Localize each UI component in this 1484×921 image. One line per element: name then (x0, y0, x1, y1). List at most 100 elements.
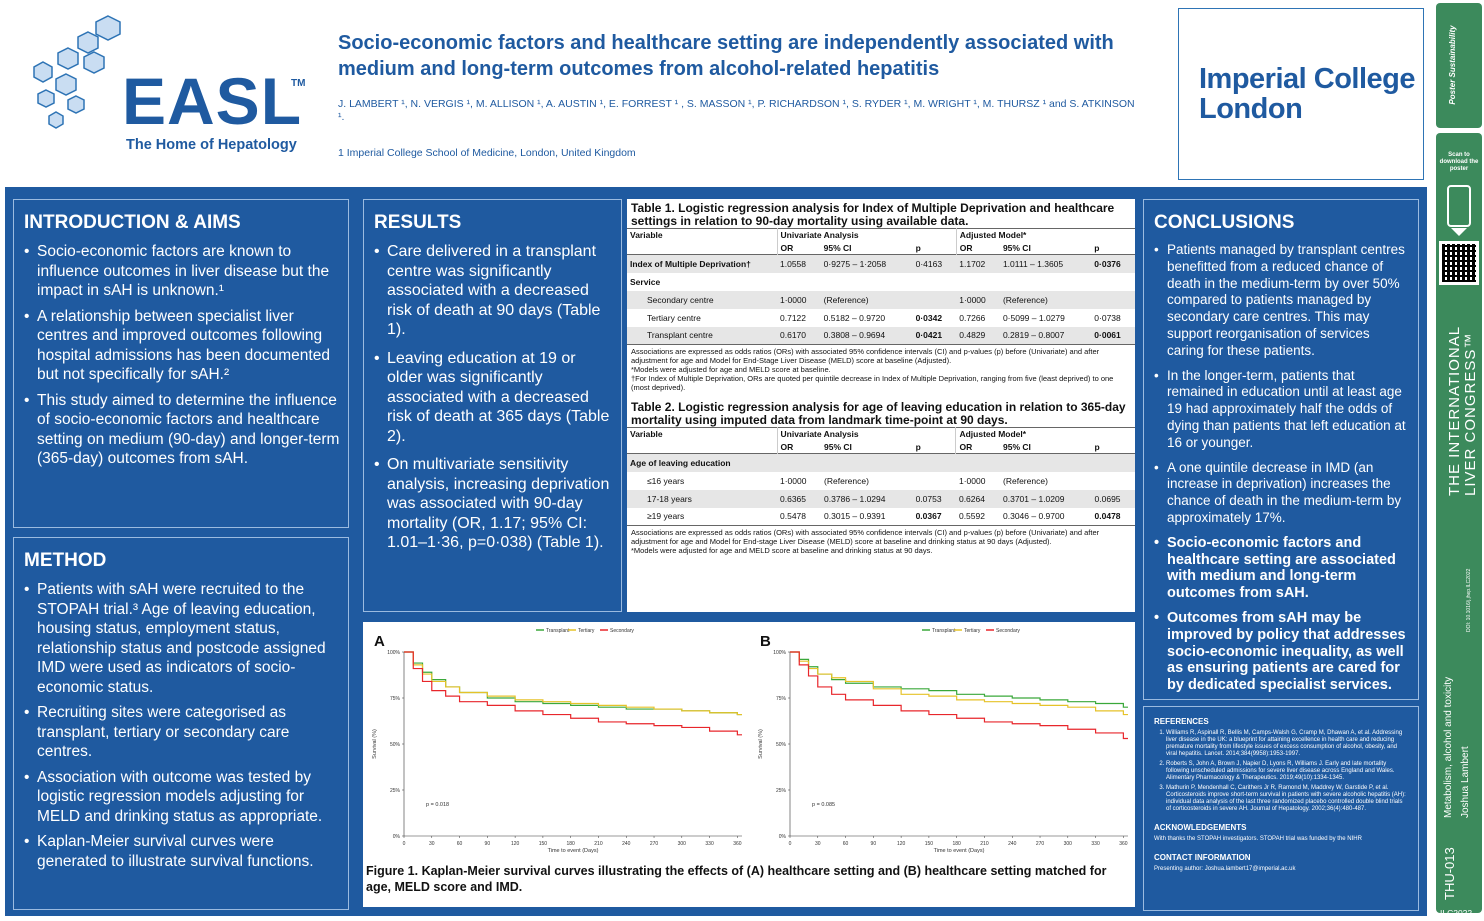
x-axis-label: Time to event (Days) (548, 848, 599, 854)
y-tick-label: 50% (776, 742, 787, 748)
table-cell (912, 290, 957, 309)
table2-header-or: OR (776, 440, 822, 454)
table-cell: 1.0111 – 1.3605 (999, 254, 1092, 273)
table-cell: 1·0000 (958, 475, 986, 486)
x-axis-label: Time to event (Days) (934, 848, 985, 854)
table-cell: Tertiary centre (647, 312, 701, 323)
easl-logo-text: EASL (122, 64, 303, 138)
table-cell: Index of Multiple Deprivation† (627, 254, 777, 273)
table-row: Tertiary centre 0.7122 0.5182 – 0.9720 0… (627, 309, 1135, 327)
table-cell: 0.3808 – 0.9694 (820, 326, 913, 345)
results-bullet: Leaving education at 19 or older was sig… (374, 349, 613, 447)
table-cell: 0.0753 (912, 489, 956, 508)
event-code: ILC2022 (1440, 908, 1473, 918)
conclusion-key-bullet: Outcomes from sAH may be improved by pol… (1154, 610, 1410, 694)
y-tick-label: 50% (390, 742, 401, 748)
table-cell (1091, 290, 1135, 309)
table-row: ≤16 years 1·0000 (Reference) 1·0000 (Ref… (627, 472, 1135, 490)
table1-header-variable: Variable (630, 230, 663, 241)
table1-header-univariate: Univariate Analysis (776, 228, 957, 242)
x-tick-label: 270 (1036, 841, 1045, 847)
x-tick-label: 330 (1091, 841, 1100, 847)
x-tick-label: 300 (1064, 841, 1073, 847)
acknowledgements-heading: ACKNOWLEDGEMENTS (1154, 823, 1247, 832)
logo-tagline: The Home of Hepatology (126, 137, 297, 153)
table-cell: 0.0478 (1094, 511, 1121, 522)
intro-bullet: This study aimed to determine the influe… (24, 391, 340, 469)
table-cell: 0.7266 (959, 312, 986, 323)
km-curve-secondary (790, 651, 1128, 740)
affiliation: 1 Imperial College School of Medicine, L… (338, 147, 636, 159)
x-tick-label: 300 (678, 841, 687, 847)
table-cell: 0.0695 (1091, 489, 1135, 508)
intro-bullet: Socio-economic factors are known to infl… (24, 242, 340, 301)
table-cell (913, 472, 956, 490)
y-axis-label: Survival (%) (758, 729, 764, 759)
x-tick-label: 150 (539, 841, 548, 847)
table2-caption: Table 2. Logistic regression analysis fo… (631, 400, 1126, 427)
table-row: ≥19 years 0.5478 0.3015 – 0.9391 0.0367 … (627, 508, 1135, 526)
table2-header-ci: 95% CI (1003, 441, 1031, 452)
table-section-label: Service (630, 276, 661, 287)
table1-header-adjusted: Adjusted Model* (955, 228, 1135, 242)
x-tick-label: 90 (485, 841, 491, 847)
km-curve-transplant (790, 651, 1128, 708)
qr-code[interactable] (1439, 241, 1479, 285)
y-tick-label: 100% (773, 650, 786, 656)
acknowledgements-text: With thanks the STOPAH investigators. ST… (1154, 836, 1362, 842)
table-row: Age of leaving education (627, 453, 1135, 472)
table-cell: Secondary centre (627, 290, 777, 309)
method-bullet: Kaplan-Meier survival curves were genera… (24, 832, 340, 871)
introduction-panel: INTRODUCTION & AIMS Socio-economic facto… (13, 199, 349, 528)
figure-panel (363, 622, 1135, 907)
legend-entry: Transplant (546, 628, 570, 634)
topic-category: Metabolism, alcohol and toxicity (1443, 676, 1454, 818)
x-tick-label: 240 (622, 841, 631, 847)
table-cell: 0.5478 (780, 511, 806, 522)
table2-notes: Associations are expressed as odds ratio… (627, 526, 1135, 557)
x-tick-label: 30 (815, 841, 821, 847)
table1-notes: Associations are expressed as odds ratio… (627, 345, 1135, 394)
introduction-heading: INTRODUCTION & AIMS (24, 212, 241, 233)
table2-header-or: OR (955, 440, 1001, 454)
table-cell (1092, 472, 1135, 490)
km-chart-a: A Transplant Tertiary Secondary 0% 25% 50% 75% 1… (372, 628, 742, 854)
table-cell: 1.0558 (777, 254, 821, 273)
km-curve-transplant (404, 651, 742, 716)
x-tick-label: 150 (925, 841, 934, 847)
table-cell: 1·0000 (777, 290, 821, 309)
y-axis-label: Survival (%) (372, 729, 378, 759)
table-row: Index of Multiple Deprivation† 1.0558 0·… (627, 254, 1135, 273)
y-tick-label: 25% (390, 788, 401, 794)
scan-instruction: Scan to download the poster (1439, 152, 1479, 172)
table1-header-ci: 95% CI (823, 242, 852, 253)
contact-email[interactable]: Presenting author: Joshua.lambert17@impe… (1154, 866, 1296, 872)
table-cell: (Reference) (824, 475, 869, 486)
table-cell: 0.3786 – 1.0294 (821, 489, 913, 508)
legend-entry: Secondary (996, 628, 1020, 634)
conclusion-bullet: Patients managed by transplant centres b… (1154, 242, 1410, 360)
conclusions-heading: CONCLUSIONS (1154, 212, 1295, 233)
table1-header-p: p (915, 242, 921, 253)
references-heading: REFERENCES (1154, 717, 1209, 726)
x-tick-label: 120 (511, 841, 520, 847)
table2-header-univariate: Univariate Analysis (776, 427, 956, 441)
y-tick-label: 0% (779, 834, 787, 840)
x-tick-label: 360 (733, 841, 742, 847)
reference-item: Mathurin P, Mendenhall C, Carithers Jr R… (1166, 785, 1408, 813)
figure-caption: Figure 1. Kaplan-Meier survival curves i… (366, 864, 1107, 894)
table-cell: 0.0367 (915, 511, 942, 522)
x-tick-label: 90 (871, 841, 877, 847)
table-cell: 0·9275 – 1·2058 (820, 254, 913, 273)
y-tick-label: 75% (390, 696, 401, 702)
trademark-mark: TM (291, 78, 306, 89)
km-curve-tertiary (404, 651, 742, 716)
table1-header-ci: 95% CI (1002, 242, 1031, 253)
table-cell: 0.2819 – 0.8007 (999, 326, 1092, 345)
x-tick-label: 210 (594, 841, 603, 847)
km-curve-tertiary (790, 651, 1128, 716)
table-cell: 0.3046 – 0.9700 (1003, 511, 1065, 522)
table-cell: 0·4163 (912, 254, 957, 273)
table-cell: (Reference) (1003, 475, 1048, 486)
reference-item: Williams R, Aspinall R, Bellis M, Camps-… (1166, 730, 1408, 758)
